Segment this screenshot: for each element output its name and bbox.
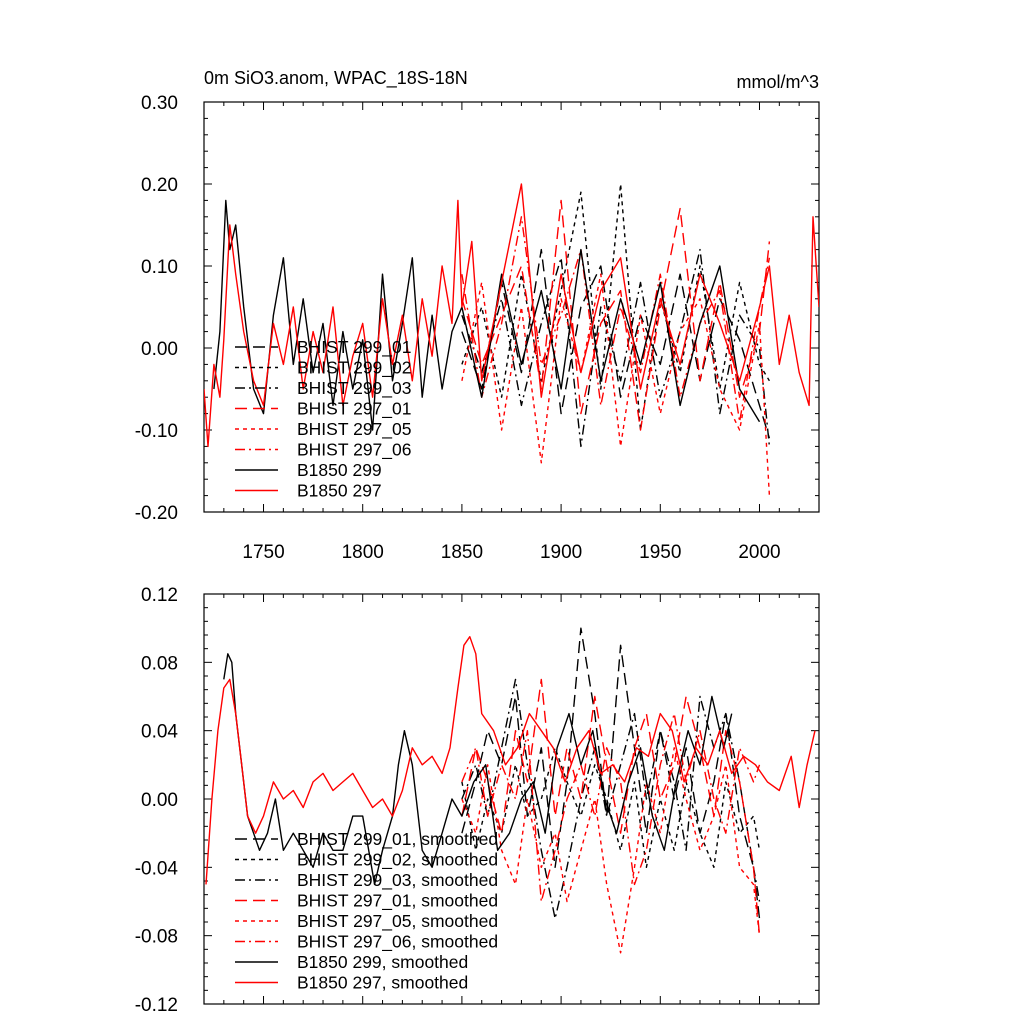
- series-line-bhist-299-03-smoothed: [461, 678, 761, 920]
- x-tick-label: 1750: [242, 542, 284, 563]
- legend-label: B1850 299: [297, 460, 382, 480]
- series-line-bhist-297-06-smoothed: [461, 712, 761, 903]
- series-line-b1850-297: [204, 183, 819, 448]
- bottom-axis-ticks: -0.12 -0.08 -0.04 0.00 0.04 0.08 0.12: [135, 585, 820, 1016]
- x-tick-label: 1850: [441, 542, 483, 563]
- y-tick-label: 0.08: [141, 653, 178, 674]
- y-tick-label: -0.12: [135, 995, 178, 1016]
- x-tick-label: 1950: [639, 542, 681, 563]
- top-series-group: [204, 183, 819, 496]
- legend-label: BHIST 297_05, smoothed: [297, 911, 498, 932]
- legend-label: BHIST 297_05: [297, 419, 411, 440]
- legend-label: BHIST 297_01, smoothed: [297, 891, 498, 912]
- series-line-b1850-297-smoothed: [205, 636, 816, 885]
- legend-label: B1850 297, smoothed: [297, 973, 468, 993]
- legend-label: BHIST 299_03, smoothed: [297, 870, 498, 891]
- x-tick-label: 1800: [342, 542, 384, 563]
- y-tick-label: -0.04: [135, 858, 179, 879]
- legend-label: BHIST 299_02: [297, 358, 411, 379]
- top-axis-ticks: -0.20 -0.10 0.00 0.10 0.20 0.30 1750 1800 1850 19…: [135, 93, 820, 563]
- series-line-bhist-299-01: [461, 248, 771, 439]
- legend-label: BHIST 297_01: [297, 399, 411, 420]
- top-panel: 0m SiO3.anom, WPAC_18S-18N mmol/m^3 -0.2…: [135, 68, 820, 563]
- y-tick-label: -0.20: [135, 503, 178, 524]
- series-line-b1850-299: [213, 199, 761, 431]
- series-line-bhist-297-06: [461, 216, 771, 423]
- y-tick-label: 0.10: [141, 257, 178, 278]
- series-line-bhist-299-03: [461, 248, 771, 448]
- y-tick-label: -0.08: [135, 927, 178, 948]
- legend-label: BHIST 297_06: [297, 440, 411, 461]
- x-tick-label: 2000: [738, 542, 780, 563]
- legend-label: BHIST 299_01: [297, 337, 411, 358]
- bottom-series-group: [205, 627, 816, 954]
- legend-label: B1850 297: [297, 481, 382, 501]
- legend-label: B1850 299, smoothed: [297, 952, 468, 972]
- y-tick-label: 0.20: [141, 175, 178, 196]
- legend-label: BHIST 299_03: [297, 378, 411, 399]
- top-panel-title: 0m SiO3.anom, WPAC_18S-18N: [204, 68, 468, 89]
- bottom-panel: -0.12 -0.08 -0.04 0.00 0.04 0.08 0.12 BHIST 29…: [135, 585, 820, 1016]
- y-tick-label: 0.30: [141, 93, 178, 114]
- series-line-b1850-299-smoothed: [223, 653, 733, 886]
- y-tick-label: 0.04: [141, 722, 178, 743]
- y-tick-label: 0.00: [141, 339, 178, 360]
- y-tick-label: -0.10: [135, 421, 178, 442]
- series-line-bhist-297-05-smoothed: [461, 747, 761, 954]
- series-line-bhist-299-02: [461, 183, 770, 431]
- legend-label: BHIST 299_01, smoothed: [297, 829, 498, 850]
- legend-label: BHIST 299_02, smoothed: [297, 850, 498, 871]
- x-tick-label: 1900: [540, 542, 582, 563]
- series-line-bhist-299-01-smoothed: [461, 627, 761, 919]
- series-line-bhist-297-01-smoothed: [461, 678, 761, 936]
- series-line-bhist-297-01: [461, 199, 771, 431]
- top-panel-units: mmol/m^3: [737, 72, 819, 92]
- y-tick-label: 0.00: [141, 790, 178, 811]
- legend-label: BHIST 297_06, smoothed: [297, 932, 498, 953]
- y-tick-label: 0.12: [141, 585, 178, 606]
